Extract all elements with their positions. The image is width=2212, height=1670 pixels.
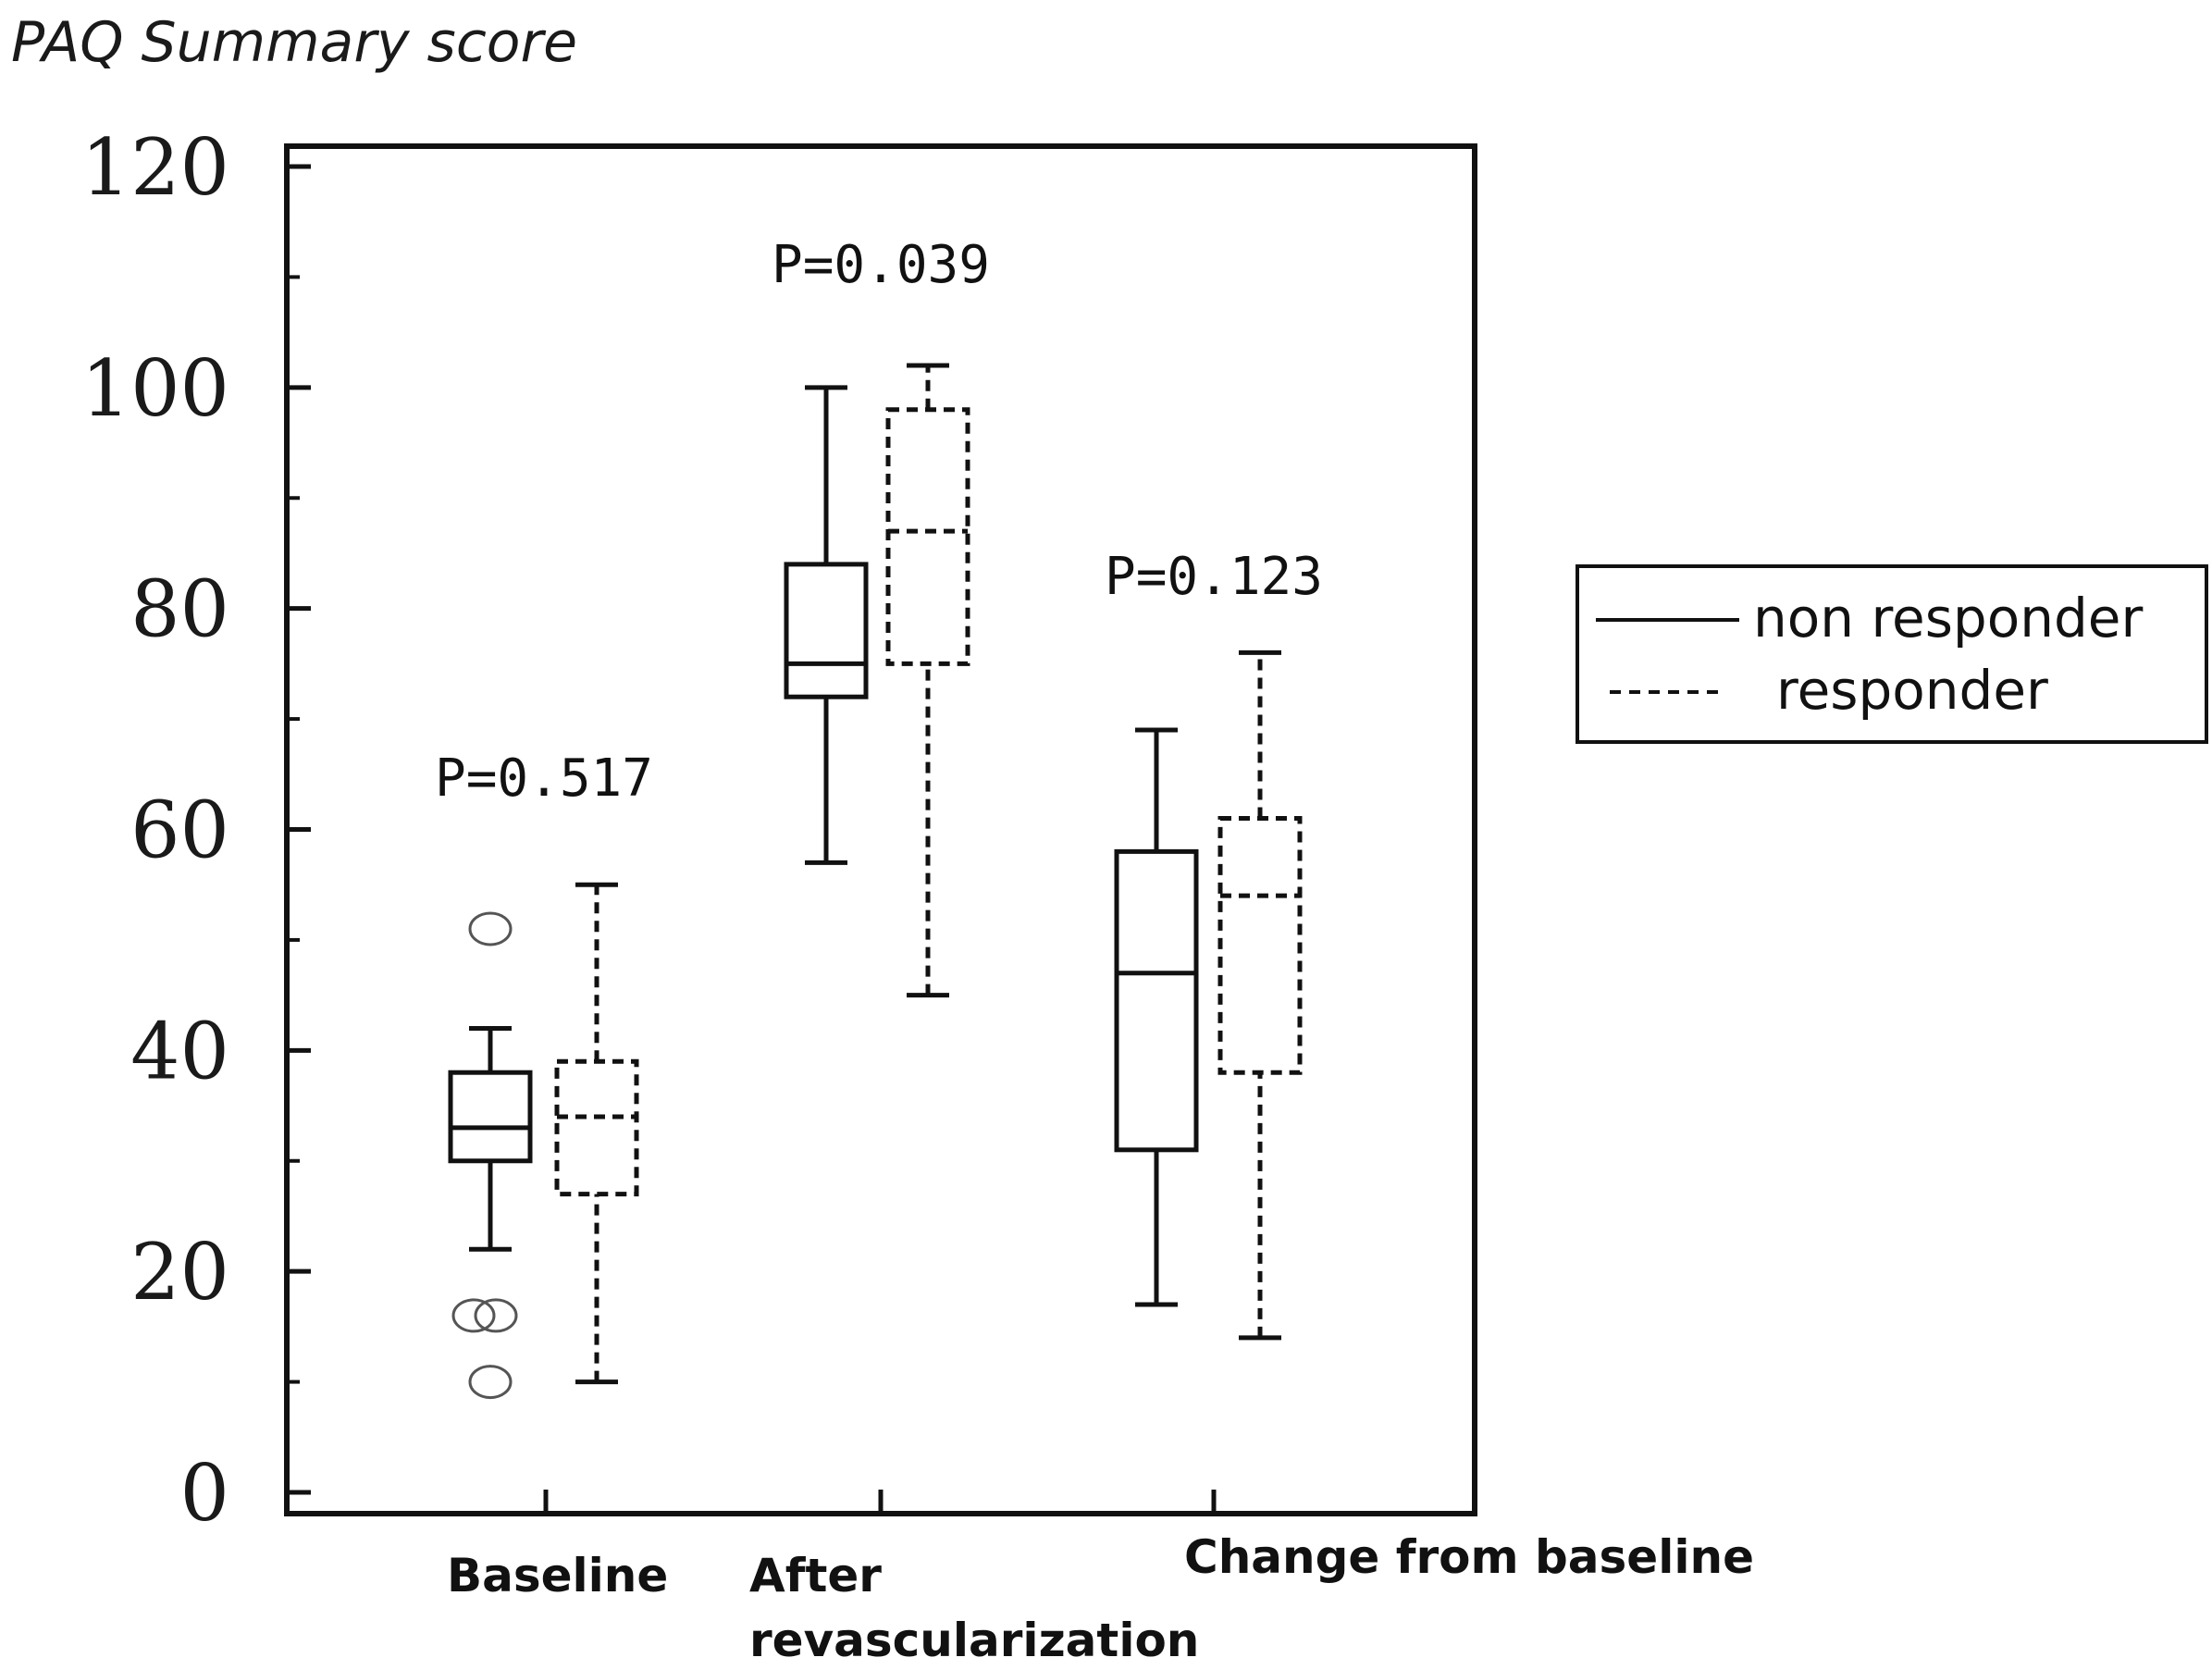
box-non-responder: [1114, 727, 1199, 1307]
outlier-point: [468, 1365, 513, 1400]
outlier-point: [451, 1298, 496, 1333]
y-axis-title: PAQ Summary score: [11, 10, 577, 75]
box-responder: [1217, 649, 1303, 1341]
plot-frame: [284, 143, 1477, 1516]
legend-box: [1576, 564, 2208, 744]
iqr-box: [885, 407, 970, 666]
y-tick-label: 20: [130, 1227, 229, 1317]
legend-label-responder: responder: [1776, 659, 2048, 722]
p-value-annotations: P=0.517 P=0.039 P=0.123: [435, 235, 1323, 809]
box-responder: [554, 882, 639, 1385]
p-value-label: P=0.517: [435, 748, 653, 809]
p-value-label: P=0.039: [772, 235, 990, 295]
outlier-point: [474, 1298, 518, 1333]
y-axis: 0 20 40 60 80 100 120: [81, 122, 311, 1539]
box-non-responder: [448, 911, 533, 1400]
box-non-responder: [784, 385, 869, 865]
iqr-box: [1217, 816, 1303, 1075]
iqr-box: [1114, 848, 1199, 1153]
y-tick-label: 80: [130, 564, 229, 655]
y-tick-label: 40: [130, 1006, 229, 1096]
x-category-label: Baseline: [447, 1549, 668, 1602]
y-tick-label: 60: [130, 786, 229, 876]
iqr-box: [784, 562, 869, 699]
box-series: [448, 363, 1303, 1400]
outlier-point: [468, 911, 513, 946]
y-tick-label: 100: [81, 343, 229, 434]
iqr-box: [554, 1058, 639, 1197]
y-tick-label: 0: [180, 1448, 229, 1539]
iqr-box: [448, 1070, 533, 1164]
x-category-label: Change from baseline: [1184, 1530, 1754, 1584]
legend-label-non-responder: non responder: [1753, 587, 2143, 649]
y-tick-label: 120: [81, 122, 229, 213]
p-value-label: P=0.123: [1105, 547, 1323, 607]
box-responder: [885, 363, 970, 998]
x-category-label: After revascularization: [749, 1549, 1199, 1667]
legend: non responder responder: [1576, 564, 2208, 744]
